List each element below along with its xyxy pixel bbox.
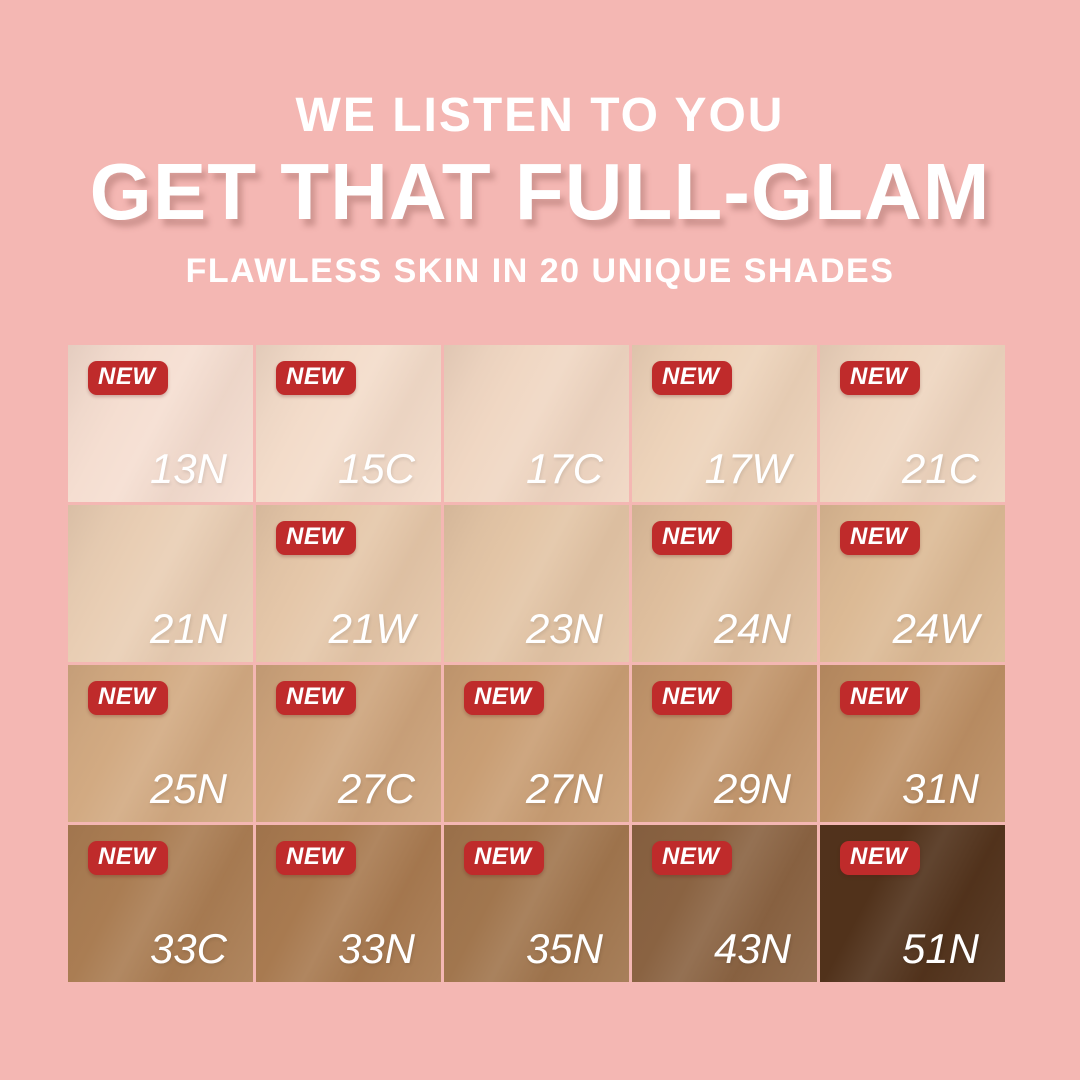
shade-swatch-31n: NEW 31N: [820, 665, 1005, 822]
shade-code-label: 17W: [704, 445, 791, 492]
shade-swatch-24n: NEW 24N: [632, 505, 817, 662]
new-badge: NEW: [840, 681, 920, 716]
shade-code-label: 13N: [149, 445, 227, 492]
new-badge: NEW: [840, 841, 920, 876]
shade-code-label: 43N: [713, 925, 791, 972]
shade-swatch-17w: NEW 17W: [632, 345, 817, 502]
shade-swatch-51n: NEW 51N: [820, 825, 1005, 982]
shade-swatch-23n: 23N: [444, 505, 629, 662]
shade-swatch-33n: NEW 33N: [256, 825, 441, 982]
new-badge: NEW: [464, 841, 544, 876]
shade-swatch-33c: NEW 33C: [68, 825, 253, 982]
new-badge: NEW: [652, 681, 732, 716]
new-badge: NEW: [88, 681, 168, 716]
new-badge: NEW: [276, 361, 356, 396]
shade-code-label: 33N: [337, 925, 415, 972]
headline-tagline: WE LISTEN TO YOU: [295, 89, 785, 142]
new-badge: NEW: [88, 361, 168, 396]
shade-code-label: 33C: [149, 925, 227, 972]
shade-code-label: 21N: [149, 605, 227, 652]
new-badge: NEW: [276, 521, 356, 556]
shade-code-label: 17C: [525, 445, 603, 492]
shade-swatch-29n: NEW 29N: [632, 665, 817, 822]
shade-swatch-21w: NEW 21W: [256, 505, 441, 662]
shade-code-label: 23N: [525, 605, 603, 652]
shade-swatch-17c: 17C: [444, 345, 629, 502]
shade-swatch-27n: NEW 27N: [444, 665, 629, 822]
shade-swatch-15c: NEW 15C: [256, 345, 441, 502]
shade-code-label: 15C: [337, 445, 415, 492]
new-badge: NEW: [652, 521, 732, 556]
new-badge: NEW: [276, 681, 356, 716]
new-badge: NEW: [276, 841, 356, 876]
shade-code-label: 29N: [713, 765, 791, 812]
shade-swatch-13n: NEW 13N: [68, 345, 253, 502]
shade-code-label: 51N: [901, 925, 979, 972]
new-badge: NEW: [652, 841, 732, 876]
headline-subtitle: FLAWLESS SKIN IN 20 UNIQUE SHADES: [185, 252, 895, 290]
new-badge: NEW: [652, 361, 732, 396]
shade-code-label: 25N: [149, 765, 227, 812]
shade-code-label: 27N: [525, 765, 603, 812]
shade-swatch-27c: NEW 27C: [256, 665, 441, 822]
shade-code-label: 24W: [892, 605, 979, 652]
new-badge: NEW: [88, 841, 168, 876]
shade-swatch-35n: NEW 35N: [444, 825, 629, 982]
shade-code-label: 21W: [328, 605, 415, 652]
shade-code-label: 31N: [901, 765, 979, 812]
new-badge: NEW: [840, 361, 920, 396]
headline-main: GET THAT FULL-GLAM: [89, 147, 991, 236]
shade-code-label: 24N: [713, 605, 791, 652]
new-badge: NEW: [464, 681, 544, 716]
shade-swatch-21c: NEW 21C: [820, 345, 1005, 502]
shade-swatch-43n: NEW 43N: [632, 825, 817, 982]
shade-grid: NEW 13N NEW 15C 17C NEW 17W NEW 21C 21N NEW 21W 23N N…: [68, 345, 1005, 982]
shade-swatch-21n: 21N: [68, 505, 253, 662]
shade-code-label: 21C: [901, 445, 979, 492]
shade-swatch-25n: NEW 25N: [68, 665, 253, 822]
shade-swatch-24w: NEW 24W: [820, 505, 1005, 662]
new-badge: NEW: [840, 521, 920, 556]
shade-code-label: 27C: [337, 765, 415, 812]
shade-code-label: 35N: [525, 925, 603, 972]
